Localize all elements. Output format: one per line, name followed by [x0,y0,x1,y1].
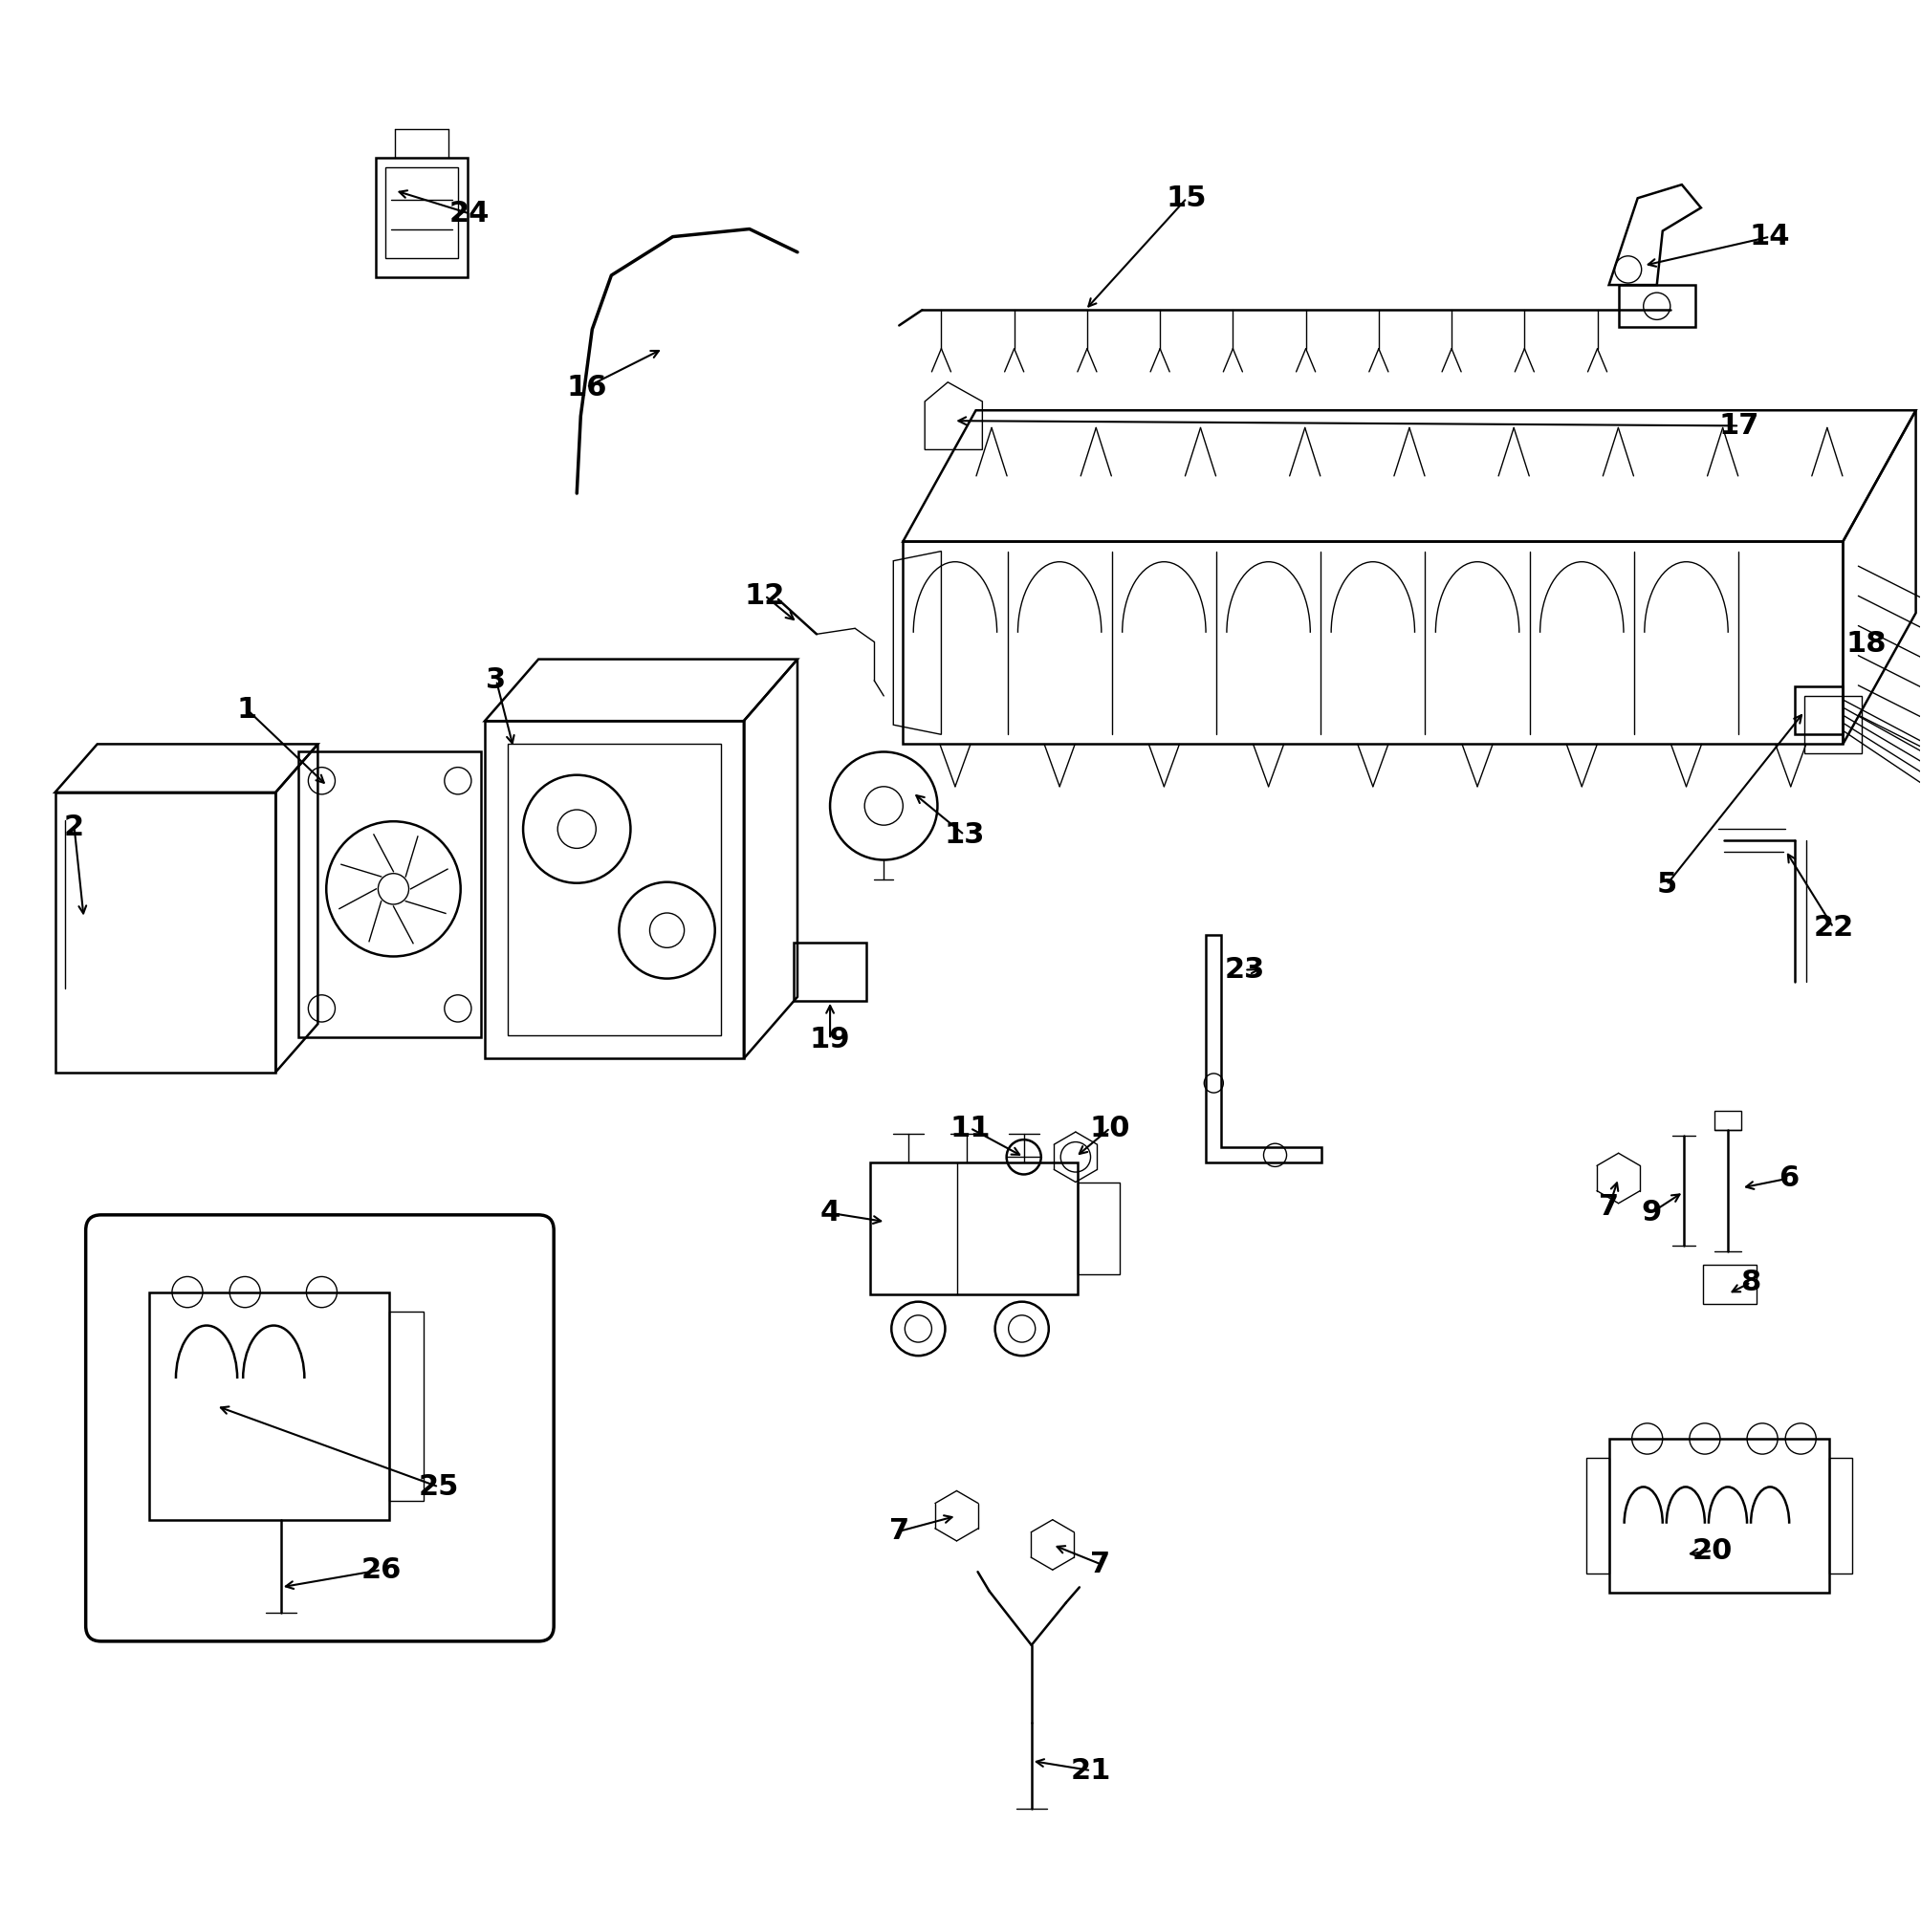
Text: 19: 19 [809,1026,851,1053]
Text: 15: 15 [1166,184,1206,213]
Text: 8: 8 [1740,1269,1762,1296]
Text: 25: 25 [419,1472,459,1501]
Text: 21: 21 [1070,1756,1110,1785]
Text: 14: 14 [1750,222,1790,251]
Text: 9: 9 [1641,1200,1662,1227]
Text: 24: 24 [450,199,490,228]
Text: 13: 13 [943,821,985,848]
Text: 4: 4 [820,1200,839,1227]
Text: 11: 11 [949,1115,991,1142]
Text: 20: 20 [1692,1536,1733,1565]
Text: 22: 22 [1813,914,1854,941]
Text: 26: 26 [361,1555,401,1584]
Text: 7: 7 [889,1517,909,1546]
Text: 2: 2 [63,813,85,840]
Text: 7: 7 [1091,1549,1110,1578]
Text: 5: 5 [1656,871,1677,898]
Text: 23: 23 [1224,956,1264,983]
Text: 6: 6 [1779,1165,1800,1192]
Text: 17: 17 [1719,412,1760,440]
FancyBboxPatch shape [86,1215,553,1642]
Text: 12: 12 [745,582,786,609]
Text: 18: 18 [1846,630,1886,657]
Text: 10: 10 [1089,1115,1130,1142]
Text: 16: 16 [567,373,607,402]
Text: 1: 1 [236,696,257,723]
Text: 3: 3 [486,667,507,694]
Text: 7: 7 [1598,1194,1619,1221]
